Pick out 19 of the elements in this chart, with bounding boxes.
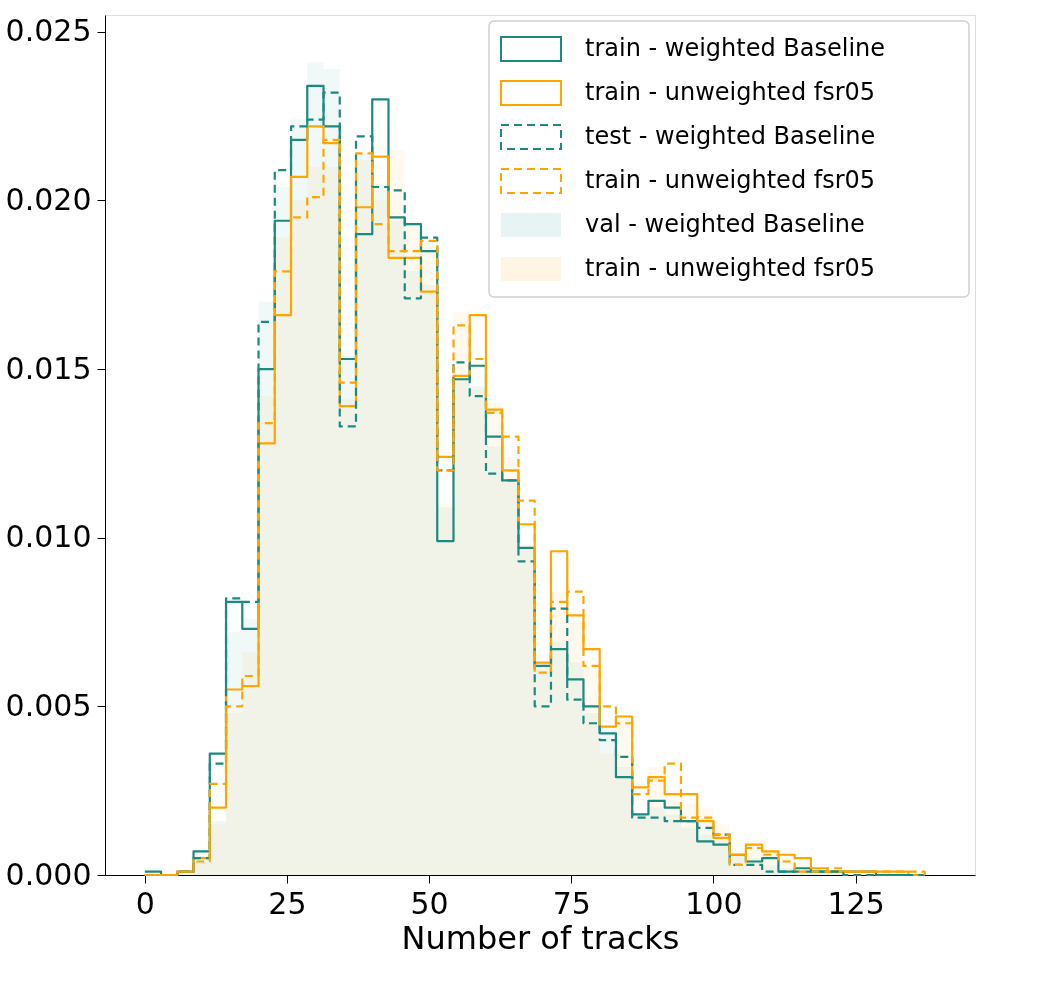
x-tick-label: 100 [685, 885, 743, 921]
x-tick-label: 50 [410, 885, 449, 921]
y-tick-label: 0.005 [5, 687, 92, 723]
y-tick-label: 0.015 [5, 350, 92, 386]
y-tick-label: 0.020 [5, 181, 92, 217]
legend-label: val - weighted Baseline [585, 210, 865, 238]
x-tick-label: 75 [552, 885, 591, 921]
legend-label: train - weighted Baseline [585, 34, 886, 62]
legend-label: train - unweighted fsr05 [585, 78, 876, 106]
x-tick-label: 25 [268, 885, 307, 921]
y-tick-label: 0.010 [5, 519, 92, 555]
x-tick-label: 125 [827, 885, 885, 921]
x-axis-title: Number of tracks [401, 918, 680, 957]
y-tick-label: 0.000 [5, 856, 92, 892]
y-tick-label: 0.025 [5, 13, 92, 49]
x-tick-label: 0 [135, 885, 155, 921]
legend-label: train - unweighted fsr05 [585, 166, 876, 194]
legend-label: train - unweighted fsr05 [585, 254, 876, 282]
legend-label: test - weighted Baseline [585, 122, 876, 150]
